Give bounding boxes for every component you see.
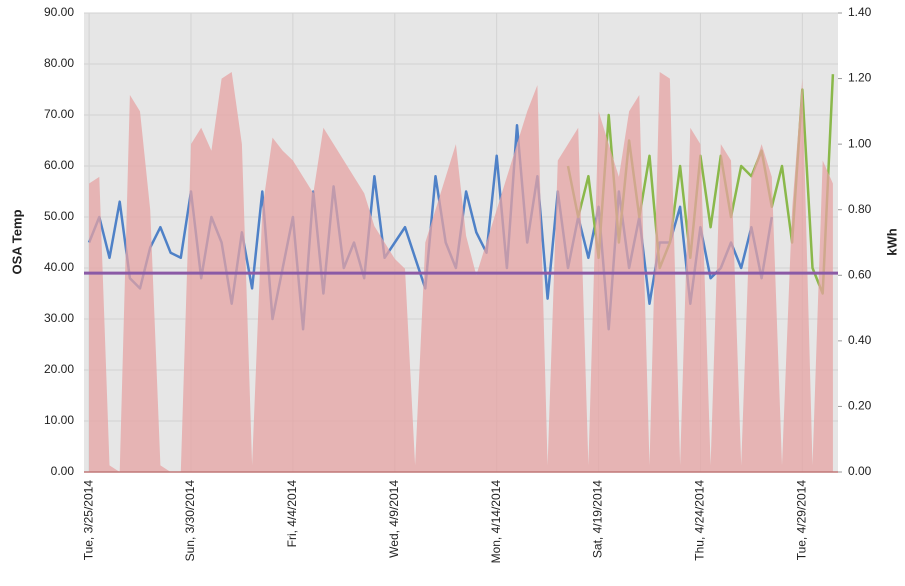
y-tick-label: 60.00 — [44, 158, 74, 172]
y-tick-label: 10.00 — [44, 413, 74, 427]
y-tick-label: 20.00 — [44, 362, 74, 376]
y2-tick-label: 1.20 — [848, 71, 872, 85]
y2-tick-label: 0.20 — [848, 399, 872, 413]
y-tick-label: 80.00 — [44, 56, 74, 70]
y2-tick-label: 0.60 — [848, 267, 872, 281]
y-tick-label: 50.00 — [44, 209, 74, 223]
x-tick-label: Tue, 3/25/2014 — [81, 480, 95, 561]
x-tick-label: Sat, 4/19/2014 — [591, 480, 605, 558]
x-tick-label: Sun, 3/30/2014 — [183, 480, 197, 562]
y2-tick-label: 0.40 — [848, 333, 872, 347]
y2-tick-label: 0.00 — [848, 464, 872, 478]
x-tick-label: Tue, 4/29/2014 — [795, 480, 809, 561]
y-tick-label: 0.00 — [51, 464, 75, 478]
y2-axis-label: kWh — [884, 228, 899, 256]
y-tick-label: 40.00 — [44, 260, 74, 274]
x-tick-label: Wed, 4/9/2014 — [387, 480, 401, 558]
y2-tick-label: 1.40 — [848, 5, 872, 19]
y-tick-label: 70.00 — [44, 107, 74, 121]
x-tick-label: Mon, 4/14/2014 — [489, 480, 503, 564]
x-tick-label: Fri, 4/4/2014 — [285, 480, 299, 548]
y2-tick-label: 0.80 — [848, 202, 872, 216]
y2-tick-label: 1.00 — [848, 136, 872, 150]
y-tick-label: 90.00 — [44, 5, 74, 19]
x-tick-label: Thu, 4/24/2014 — [693, 480, 707, 561]
y-axis-label: OSA Temp — [9, 209, 24, 274]
y-tick-label: 30.00 — [44, 311, 74, 325]
